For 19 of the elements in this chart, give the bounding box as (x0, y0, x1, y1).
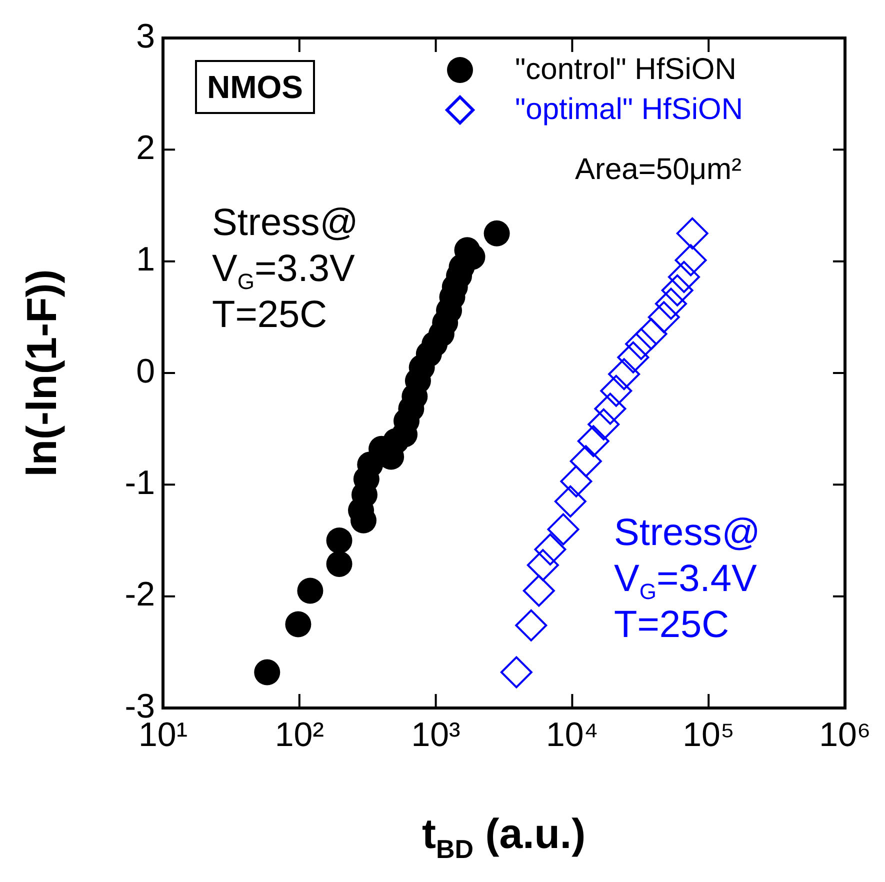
annotation: Area=50μm² (575, 152, 742, 188)
x-tick-label: 10⁵ (682, 716, 735, 754)
annotation: Stress@ V$_{G}$=3.4V T=25C (614, 511, 760, 648)
legend-label: "optimal" HfSiON (515, 93, 744, 127)
annotation: Stress@ V$_{G}$=3.3V T=25C (212, 201, 358, 338)
x-tick-label: 10⁶ (819, 716, 871, 754)
y-axis-title: ln(-ln(1-F)) (18, 269, 66, 477)
x-tick-label: 10² (274, 716, 324, 754)
y-tick-label: -2 (124, 576, 155, 614)
y-tick-label: -1 (124, 464, 155, 502)
y-tick-label: 0 (136, 352, 155, 390)
x-tick-label: 10⁴ (546, 716, 598, 754)
y-tick-label: 1 (136, 240, 155, 279)
x-tick-label: 10³ (411, 716, 460, 754)
y-tick-label: 2 (136, 129, 155, 168)
annotation: NMOS (195, 60, 315, 114)
legend-label: "control" HfSiON (515, 53, 736, 87)
y-tick-label: 3 (136, 17, 155, 56)
x-axis-title: t$_{BD}$ (a.u.) (422, 810, 586, 864)
